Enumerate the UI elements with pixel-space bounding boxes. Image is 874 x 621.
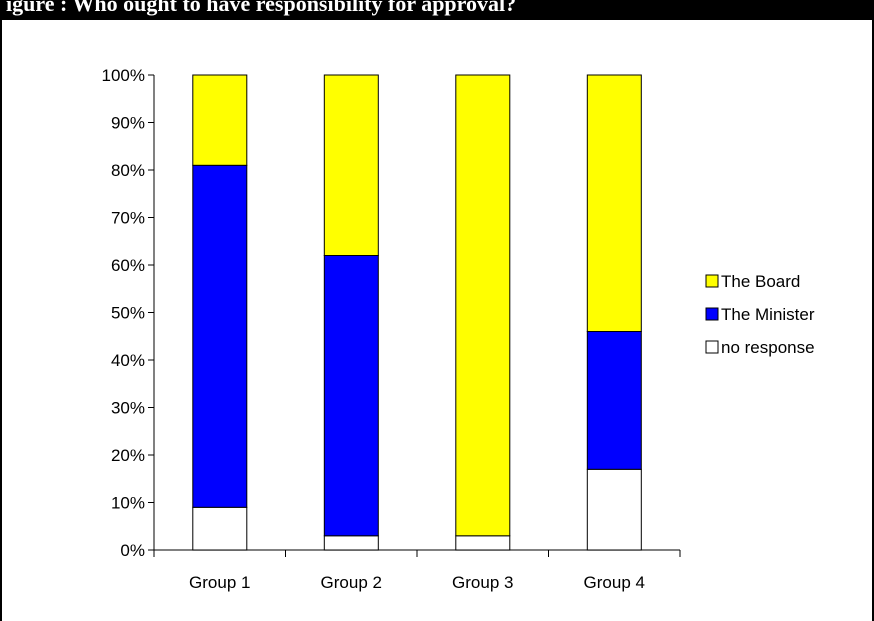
- legend-swatch-the-minister: [705, 307, 719, 321]
- bar-segment-the-minister-1: [192, 164, 248, 508]
- y-tick-label: 70%: [111, 209, 145, 228]
- x-tick-label: Group 2: [321, 573, 382, 592]
- legend-label-the-minister: The Minister: [721, 305, 815, 324]
- bar-segment-the-board-2: [323, 74, 379, 256]
- y-tick-label: 40%: [111, 351, 145, 370]
- y-tick-label: 20%: [111, 446, 145, 465]
- x-tick-label: Group 4: [584, 573, 645, 592]
- bar-segment-the-board-1: [192, 74, 248, 166]
- legend-label-no-response: no response: [721, 338, 815, 357]
- legend-label-the-board: The Board: [721, 272, 800, 291]
- y-tick-label: 90%: [111, 114, 145, 133]
- y-tick-label: 10%: [111, 494, 145, 513]
- x-tick-label: Group 3: [452, 573, 513, 592]
- bar-segment-the-board-4: [586, 74, 642, 332]
- figure-title-bar: igure : Who ought to have responsibility…: [0, 0, 874, 20]
- y-tick-label: 0%: [120, 541, 145, 560]
- y-tick-label: 80%: [111, 161, 145, 180]
- y-tick-label: 30%: [111, 399, 145, 418]
- legend-swatch-no-response: [705, 340, 719, 354]
- axes-layer: 0% 10% 20% 30% 40% 50% 60% 70% 80% 90% 100% Group 1…: [102, 66, 681, 592]
- bar-segment-no-response-1: [192, 506, 248, 551]
- bar-segment-the-board-3: [455, 74, 511, 537]
- bar-segment-the-minister-2: [323, 255, 379, 537]
- y-tick-label: 50%: [111, 304, 145, 323]
- legend-swatch-the-board: [705, 274, 719, 288]
- y-tick-label: 60%: [111, 256, 145, 275]
- bar-segment-no-response-2: [323, 535, 379, 551]
- bars-layer: [192, 74, 642, 551]
- y-tick-label: 100%: [102, 66, 145, 85]
- figure-title: igure : Who ought to have responsibility…: [6, 0, 517, 16]
- legend: The Board The Minister no response: [705, 272, 815, 357]
- x-tick-label: Group 1: [189, 573, 250, 592]
- bar-segment-no-response-3: [455, 535, 511, 551]
- bar-segment-the-minister-4: [586, 331, 642, 470]
- bar-segment-no-response-4: [586, 468, 642, 551]
